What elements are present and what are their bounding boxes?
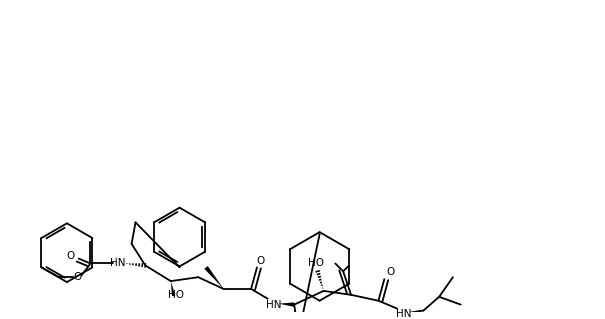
Text: O: O bbox=[67, 251, 75, 261]
Polygon shape bbox=[278, 302, 294, 307]
Text: O: O bbox=[257, 256, 265, 265]
Text: HO: HO bbox=[308, 258, 324, 269]
Polygon shape bbox=[204, 266, 224, 289]
Text: HN: HN bbox=[396, 309, 411, 319]
Text: O: O bbox=[386, 267, 394, 277]
Text: HN: HN bbox=[110, 258, 126, 269]
Polygon shape bbox=[171, 281, 175, 296]
Text: HN: HN bbox=[266, 300, 281, 310]
Text: O: O bbox=[74, 272, 82, 282]
Text: HO: HO bbox=[168, 290, 184, 300]
